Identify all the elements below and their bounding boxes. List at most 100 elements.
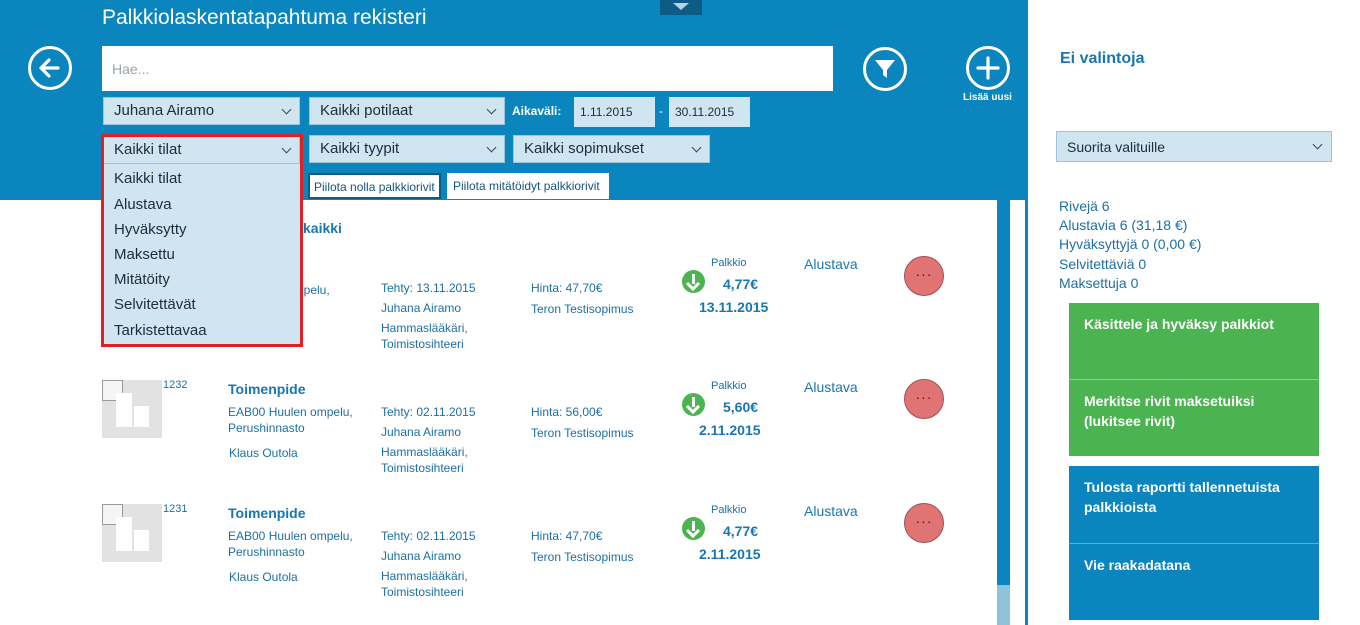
date-to-input[interactable]: 30.11.2015 [669,97,750,127]
back-arrow-icon [39,58,60,78]
fee-date: 13.11.2015 [699,299,769,315]
add-new-button[interactable] [966,46,1010,90]
arrow-down-icon [682,517,705,540]
arrow-down-icon [682,393,705,416]
stat-preliminary[interactable]: Alustavia 6 (31,18 €) [1059,217,1188,233]
option-mitatoity[interactable]: Mitätöity [114,271,170,288]
fee-amount: 4,77€ [723,276,759,292]
group-header[interactable]: kaikki [303,220,342,236]
patients-dropdown[interactable]: Kaikki potilaat [309,97,505,125]
selection-title: Ei valintoja [1060,50,1145,67]
search-input[interactable] [102,46,833,91]
table-row[interactable]: 1231 Toimenpide EAB00 Huulen ompelu, Per… [0,501,990,621]
stat-to-resolve[interactable]: Selvitettäviä 0 [1059,256,1147,272]
more-options-button[interactable]: ··· [904,379,944,419]
fee-label: Palkkio [711,257,747,269]
row-contract: Teron Testisopimus [531,550,634,564]
row-price: Hinta: 47,70€ [531,529,603,543]
types-dropdown[interactable]: Kaikki tyypit [309,135,505,163]
row-contract: Teron Testisopimus [531,426,634,440]
row-title[interactable]: Toimenpide [228,381,306,397]
hide-void-toggle[interactable]: Piilota mitätöidyt palkkiorivit [447,173,609,199]
option-alustava[interactable]: Alustava [114,196,172,213]
status-badge: Alustava [804,256,858,272]
contracts-dropdown[interactable]: Kaikki sopimukset [513,135,710,163]
row-role: Toimistosihteeri [381,337,464,351]
option-maksettu[interactable]: Maksettu [114,246,175,263]
plus-icon [976,56,1000,80]
more-options-button[interactable]: ··· [904,256,944,296]
chevron-down-icon [281,104,292,115]
row-role: Hammaslääkäri, [381,321,468,335]
stat-rows[interactable]: Rivejä 6 [1059,198,1110,214]
chevron-down-icon [281,143,292,154]
row-price: Hinta: 56,00€ [531,405,603,419]
fee-label: Palkkio [711,504,747,516]
status-badge: Alustava [804,503,858,519]
chevron-down-icon [691,142,702,153]
stat-approved[interactable]: Hyväksyttyjä 0 (0,00 €) [1059,236,1202,252]
row-procedure: EAB00 Huulen ompelu, [228,529,353,543]
stat-paid[interactable]: Maksettuja 0 [1059,275,1139,291]
row-person: Klaus Outola [229,446,298,460]
process-approve-button[interactable]: Käsittele ja hyväksy palkkiot [1069,303,1319,380]
patients-dropdown-value: Kaikki potilaat [320,102,413,119]
table-row[interactable]: 1232 Toimenpide EAB00 Huulen ompelu, Per… [0,377,990,497]
option-tarkistettavaa[interactable]: Tarkistettavaa [114,322,207,339]
list-scrollbar[interactable] [997,200,1010,625]
states-dropdown-value: Kaikki tilat [114,141,182,158]
scrollbar-thumb[interactable] [997,585,1010,625]
status-badge: Alustava [804,379,858,395]
row-role: Hammaslääkäri, [381,569,468,583]
table-row[interactable]: e ompelu, Tehty: 13.11.2015 Juhana Airam… [0,254,990,374]
row-thumbnail [102,380,162,438]
row-title[interactable]: Toimenpide [228,505,306,521]
option-kaikki-tilat[interactable]: Kaikki tilat [114,170,182,187]
mark-paid-button[interactable]: Merkitse rivit maksetuiksi (lukitsee riv… [1069,379,1319,456]
run-selected-label: Suorita valituille [1067,139,1166,155]
row-doctor: Juhana Airamo [381,549,462,563]
collapse-handle[interactable] [660,0,702,15]
row-pricelist: Perushinnasto [228,421,305,435]
person-dropdown-value: Juhana Airamo [114,102,215,119]
row-thumbnail [102,504,162,562]
hide-zero-toggle[interactable]: Piilota nolla palkkiorivit [308,173,441,199]
option-hyvaksytty[interactable]: Hyväksytty [114,221,187,238]
row-doctor: Juhana Airamo [381,425,462,439]
arrow-down-icon [682,270,705,293]
print-report-button[interactable]: Tulosta raportti tallennetuista palkkioi… [1069,466,1319,544]
row-done-date: Tehty: 02.11.2015 [381,529,476,543]
chevron-down-icon [486,104,497,115]
more-options-button[interactable]: ··· [904,503,944,543]
add-new-label: Lisää uusi [963,92,1012,103]
period-label: Aikaväli: [512,104,562,118]
export-raw-button[interactable]: Vie raakadatana [1069,543,1319,620]
states-dropdown-list: Kaikki tilat Alustava Hyväksytty Maksett… [104,164,300,344]
row-person: Klaus Outola [229,570,298,584]
row-done-date: Tehty: 13.11.2015 [381,281,476,295]
row-role: Toimistosihteeri [381,585,464,599]
date-separator: - [659,104,663,118]
filter-icon [875,60,895,78]
row-role: Hammaslääkäri, [381,445,468,459]
fee-date: 2.11.2015 [699,546,761,562]
row-pricelist: Perushinnasto [228,545,305,559]
contracts-dropdown-value: Kaikki sopimukset [524,140,645,157]
row-done-date: Tehty: 02.11.2015 [381,405,476,419]
back-button[interactable] [28,46,72,90]
row-id: 1231 [163,503,188,515]
person-dropdown[interactable]: Juhana Airamo [103,97,300,125]
date-from-input[interactable]: 1.11.2015 [574,97,655,127]
row-role: Toimistosihteeri [381,461,464,475]
fee-date: 2.11.2015 [699,422,761,438]
row-procedure: EAB00 Huulen ompelu, [228,405,353,419]
fee-amount: 5,60€ [723,399,759,415]
fee-label: Palkkio [711,380,747,392]
option-selvitettavat[interactable]: Selvitettävät [114,296,196,313]
filter-button[interactable] [863,47,907,91]
states-dropdown[interactable]: Kaikki tilat [103,136,300,164]
page-title: Palkkiolaskentatapahtuma rekisteri [102,6,427,29]
panel-divider [1025,0,1028,625]
chevron-down-icon [1312,139,1323,150]
run-selected-dropdown[interactable]: Suorita valituille [1056,131,1332,162]
